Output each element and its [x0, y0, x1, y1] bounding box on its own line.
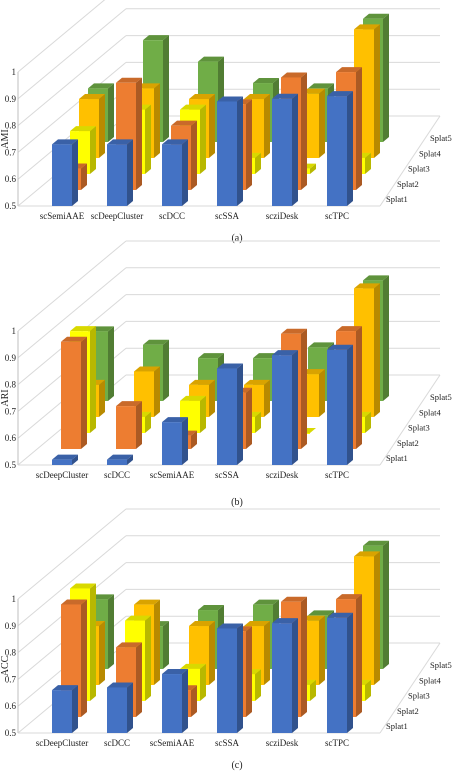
y-tick-label: 0.7: [5, 147, 17, 157]
y-tick-label: 0.8: [5, 121, 17, 131]
gridline-side: [17, 62, 127, 153]
bar-splat1-2: [162, 417, 188, 465]
y-tick-label: 0.5: [5, 201, 17, 211]
chart-panel-1: 0.5 0.6 0.7 0.8 0.9 1 ARI Splat5 Splat4 Splat3 Spl…: [0, 240, 452, 508]
y-tick-label: 0.6: [5, 433, 17, 443]
series-label-splat3: Splat3: [408, 164, 430, 174]
bar-splat1-0: [52, 685, 78, 733]
category-label-3: scSSA: [215, 211, 240, 221]
bar-splat1-3: [217, 96, 243, 206]
series-label-splat1: Splat1: [386, 194, 408, 204]
bar-splat1-1: [107, 454, 133, 465]
series-label-splat3: Splat3: [408, 423, 430, 433]
bar-splat1-1: [107, 139, 133, 206]
floor-right-edge: [379, 374, 441, 466]
series-label-splat4: Splat4: [419, 148, 441, 158]
category-label-2: scSemiAAE: [150, 470, 195, 480]
bar-splat1-4: [272, 93, 298, 206]
category-label-5: scTPC: [325, 738, 349, 748]
category-label-3: scSSA: [215, 470, 240, 480]
bar-splat1-2: [162, 669, 188, 733]
series-label-splat1: Splat1: [386, 721, 408, 731]
y-tick-label: 0.7: [5, 406, 17, 416]
y-tick-label: 0.8: [5, 648, 17, 658]
y-tick-label: 0.6: [5, 701, 17, 711]
gridline-side: [17, 267, 127, 359]
y-axis-title: ACC: [0, 655, 11, 676]
panel-caption: (b): [231, 497, 243, 508]
y-tick-label: 0.9: [5, 94, 17, 104]
panel-caption: (a): [231, 233, 242, 244]
gridline-side: [17, 8, 127, 100]
y-tick-label: 0.5: [5, 728, 17, 738]
series-label-splat5: Splat5: [430, 392, 452, 402]
category-label-3: scSSA: [215, 738, 240, 748]
y-tick-label: 0.8: [5, 380, 17, 390]
category-label-1: scDCC: [104, 738, 130, 748]
y-tick-label: 1: [12, 67, 17, 77]
floor-right-edge: [379, 642, 441, 734]
floor-right-edge: [379, 115, 441, 207]
category-label-5: scTPC: [325, 470, 349, 480]
category-label-5: scTPC: [325, 211, 349, 221]
gridline-side: [17, 0, 106, 73]
series-label-splat5: Splat5: [430, 660, 452, 670]
bar-splat1-2: [162, 139, 188, 206]
series-label-splat2: Splat2: [397, 438, 419, 448]
bar-splat2-0: [61, 336, 87, 449]
panel-caption: (c): [231, 760, 242, 771]
gridline-side: [17, 35, 127, 126]
y-tick-label: 0.9: [5, 621, 17, 631]
category-label-0: scSemiAAE: [40, 211, 85, 221]
y-tick-label: 0.9: [5, 353, 17, 363]
y-axis-title: AMI: [0, 129, 11, 148]
category-label-4: scziDesk: [266, 211, 299, 221]
gridline-side: [17, 508, 127, 600]
category-label-1: scDeepCluster: [91, 211, 143, 221]
bar-splat1-1: [107, 682, 133, 733]
bar-splat1-0: [52, 454, 78, 465]
y-tick-label: 0.6: [5, 174, 17, 184]
category-label-4: scziDesk: [266, 470, 299, 480]
bar-splat1-0: [52, 139, 78, 206]
bar-splat1-3: [217, 363, 243, 465]
series-label-splat1: Splat1: [386, 453, 408, 463]
gridline-side: [17, 240, 127, 332]
series-label-splat4: Splat4: [419, 407, 441, 417]
category-label-0: scDeepCluster: [36, 738, 88, 748]
series-label-splat3: Splat3: [408, 691, 430, 701]
category-label-4: scziDesk: [266, 738, 299, 748]
bar-splat2-1: [116, 401, 142, 449]
gridline-side: [17, 535, 127, 627]
category-label-2: scSemiAAE: [150, 738, 195, 748]
y-tick-label: 0.5: [5, 460, 17, 470]
category-label-0: scDeepCluster: [36, 470, 88, 480]
category-label-2: scDCC: [159, 211, 185, 221]
y-tick-label: 1: [12, 326, 17, 336]
y-tick-label: 0.7: [5, 674, 17, 684]
bar-splat1-5: [327, 612, 353, 733]
series-label-splat4: Splat4: [419, 675, 441, 685]
y-axis-title: ARI: [0, 389, 11, 406]
bar-splat1-4: [272, 350, 298, 465]
chart-panel-0: 0.5 0.6 0.7 0.8 0.9 1 AMI Splat5 Splat4 Splat3 Spl…: [0, 0, 452, 244]
bar-splat1-4: [272, 618, 298, 733]
y-tick-label: 1: [12, 594, 17, 604]
category-label-1: scDCC: [104, 470, 130, 480]
chart-panel-2: 0.5 0.6 0.7 0.8 0.9 1 ACC Splat5 Splat4 Splat3 Spl…: [0, 508, 452, 771]
series-label-splat2: Splat2: [397, 706, 419, 716]
bar-splat1-5: [327, 344, 353, 465]
series-label-splat2: Splat2: [397, 179, 419, 189]
series-label-splat5: Splat5: [430, 133, 452, 143]
bar-splat1-5: [327, 91, 353, 206]
bar-splat1-3: [217, 623, 243, 733]
